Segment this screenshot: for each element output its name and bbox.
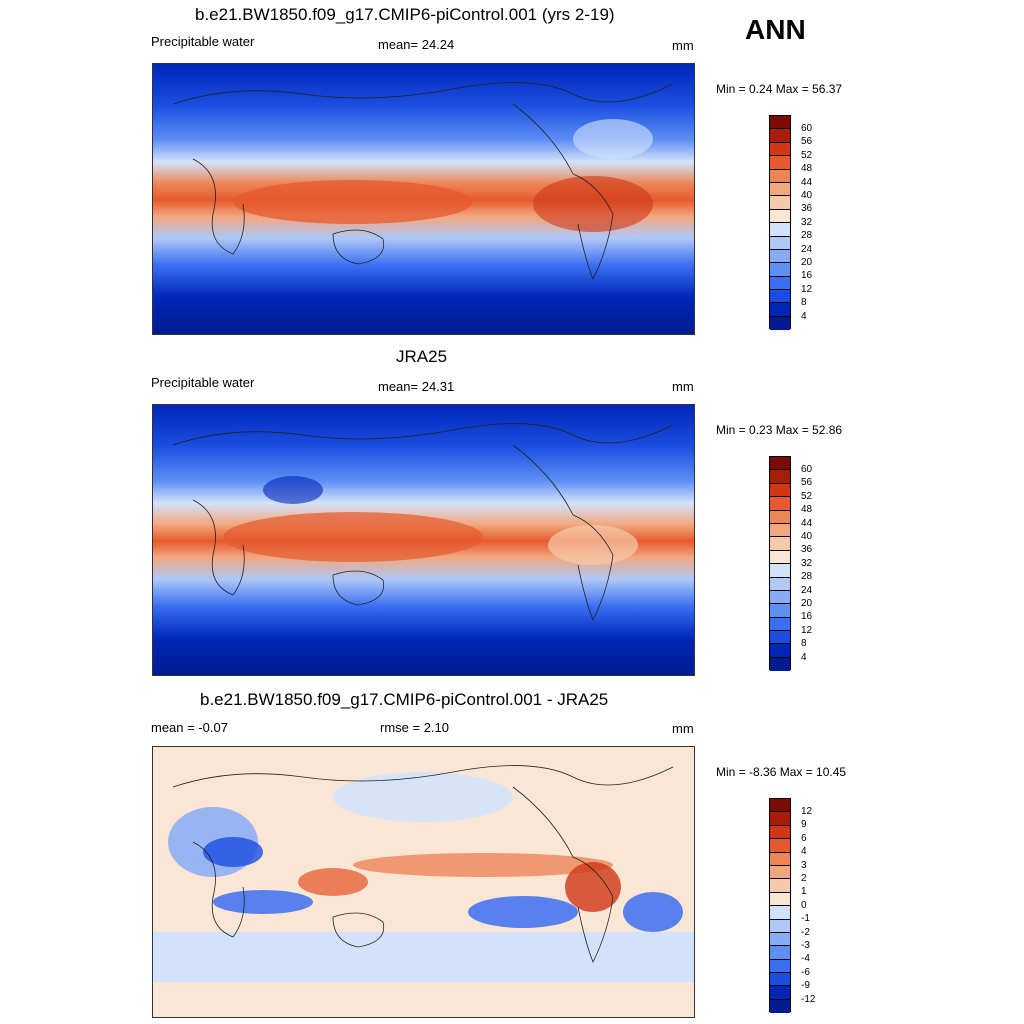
panel-3-colorbar-label: -2 [801,927,810,938]
panel-3-colorbar-label: -1 [801,913,810,924]
panel-1-colorbar-label: 16 [801,270,813,281]
panel-2-colorbar-label: 48 [801,504,813,515]
panel-3-colorbar-label: 4 [801,846,807,857]
panel-1-colorbar-label: 52 [801,150,813,161]
panel-3-rmse-label: rmse = 2.10 [380,720,450,735]
panel-2-title: JRA25 [396,347,448,366]
panel-3-map [152,746,695,1018]
panel-1-map [152,63,695,335]
panel-1-colorbar-label: 36 [801,203,813,214]
panel-2-colorbar-label: 12 [801,625,813,636]
panel-2-units-label: mm [672,379,694,394]
panel-2-colorbar-label: 16 [801,611,813,622]
panel-1-colorbar-label: 12 [801,284,813,295]
panel-3-colorbar-label: 12 [801,806,813,817]
panel-2-colorbar-label: 20 [801,598,813,609]
panel-3-colorbar-label: 2 [801,873,807,884]
panel-3-colorbar-label: 1 [801,886,807,897]
panel-1-colorbar-label: 20 [801,257,813,268]
panel-1-colorbar-label: 8 [801,297,807,308]
panel-1-colorbar-label: 28 [801,230,813,241]
panel-2-colorbar-label: 44 [801,518,813,529]
panel-3-colorbar-swatches [769,798,791,1014]
panel-1-minmax: Min = 0.24 Max = 56.37 [716,82,843,96]
panel-1-mean-label: mean= 24.24 [378,37,455,52]
panel-2-colorbar-label: 52 [801,491,813,502]
panel-2-map [152,404,695,676]
panel-3-colorbar-label: -3 [801,940,810,951]
panel-2-mean-label: mean= 24.31 [378,379,455,394]
panel-2-colorbar-label: 28 [801,571,813,582]
panel-1-units-label: mm [672,38,694,53]
panel-3-mean-label: mean = -0.07 [151,720,228,735]
panel-3-colorbar-label: 0 [801,900,807,911]
panel-1-colorbar-label: 40 [801,190,813,201]
panel-1-title: b.e21.BW1850.f09_g17.CMIP6-piControl.001… [195,5,615,24]
panel-3-colorbar-label: 6 [801,833,807,844]
season-label: ANN [745,14,806,45]
panel-3-minmax: Min = -8.36 Max = 10.45 [716,765,847,779]
panel-1-variable-label: Precipitable water [151,34,255,49]
panel-3-units-label: mm [672,721,694,736]
panel-1-colorbar-label: 48 [801,163,813,174]
panel-2-colorbar-label: 60 [801,464,813,475]
panel-1-colorbar-label: 60 [801,123,813,134]
panel-3-colorbar-label: -4 [801,953,810,964]
panel-2-colorbar-label: 56 [801,477,813,488]
panel-1-colorbar-label: 4 [801,311,807,322]
panel-3-colorbar-label: 9 [801,819,807,830]
panel-3-colorbar-label: 3 [801,860,807,871]
panel-2-variable-label: Precipitable water [151,375,255,390]
panel-2-colorbar-label: 24 [801,585,813,596]
panel-1-colorbar-label: 24 [801,244,813,255]
panel-1-colorbar-swatches [769,115,791,331]
panel-1-colorbar-label: 32 [801,217,813,228]
panel-2-colorbar-label: 36 [801,544,813,555]
panel-2-colorbar-swatches [769,456,791,672]
panel-3-title: b.e21.BW1850.f09_g17.CMIP6-piControl.001… [200,690,609,709]
panel-2-colorbar-label: 8 [801,638,807,649]
panel-1-colorbar-label: 44 [801,177,813,188]
panel-3-colorbar-label: -9 [801,980,810,991]
panel-2-colorbar-label: 32 [801,558,813,569]
panel-2-minmax: Min = 0.23 Max = 52.86 [716,423,843,437]
panel-3-colorbar-label: -6 [801,967,810,978]
panel-1-colorbar-label: 56 [801,136,813,147]
panel-2-colorbar-label: 4 [801,652,807,663]
panel-3-colorbar-label: -12 [801,994,816,1005]
panel-2-colorbar-label: 40 [801,531,813,542]
